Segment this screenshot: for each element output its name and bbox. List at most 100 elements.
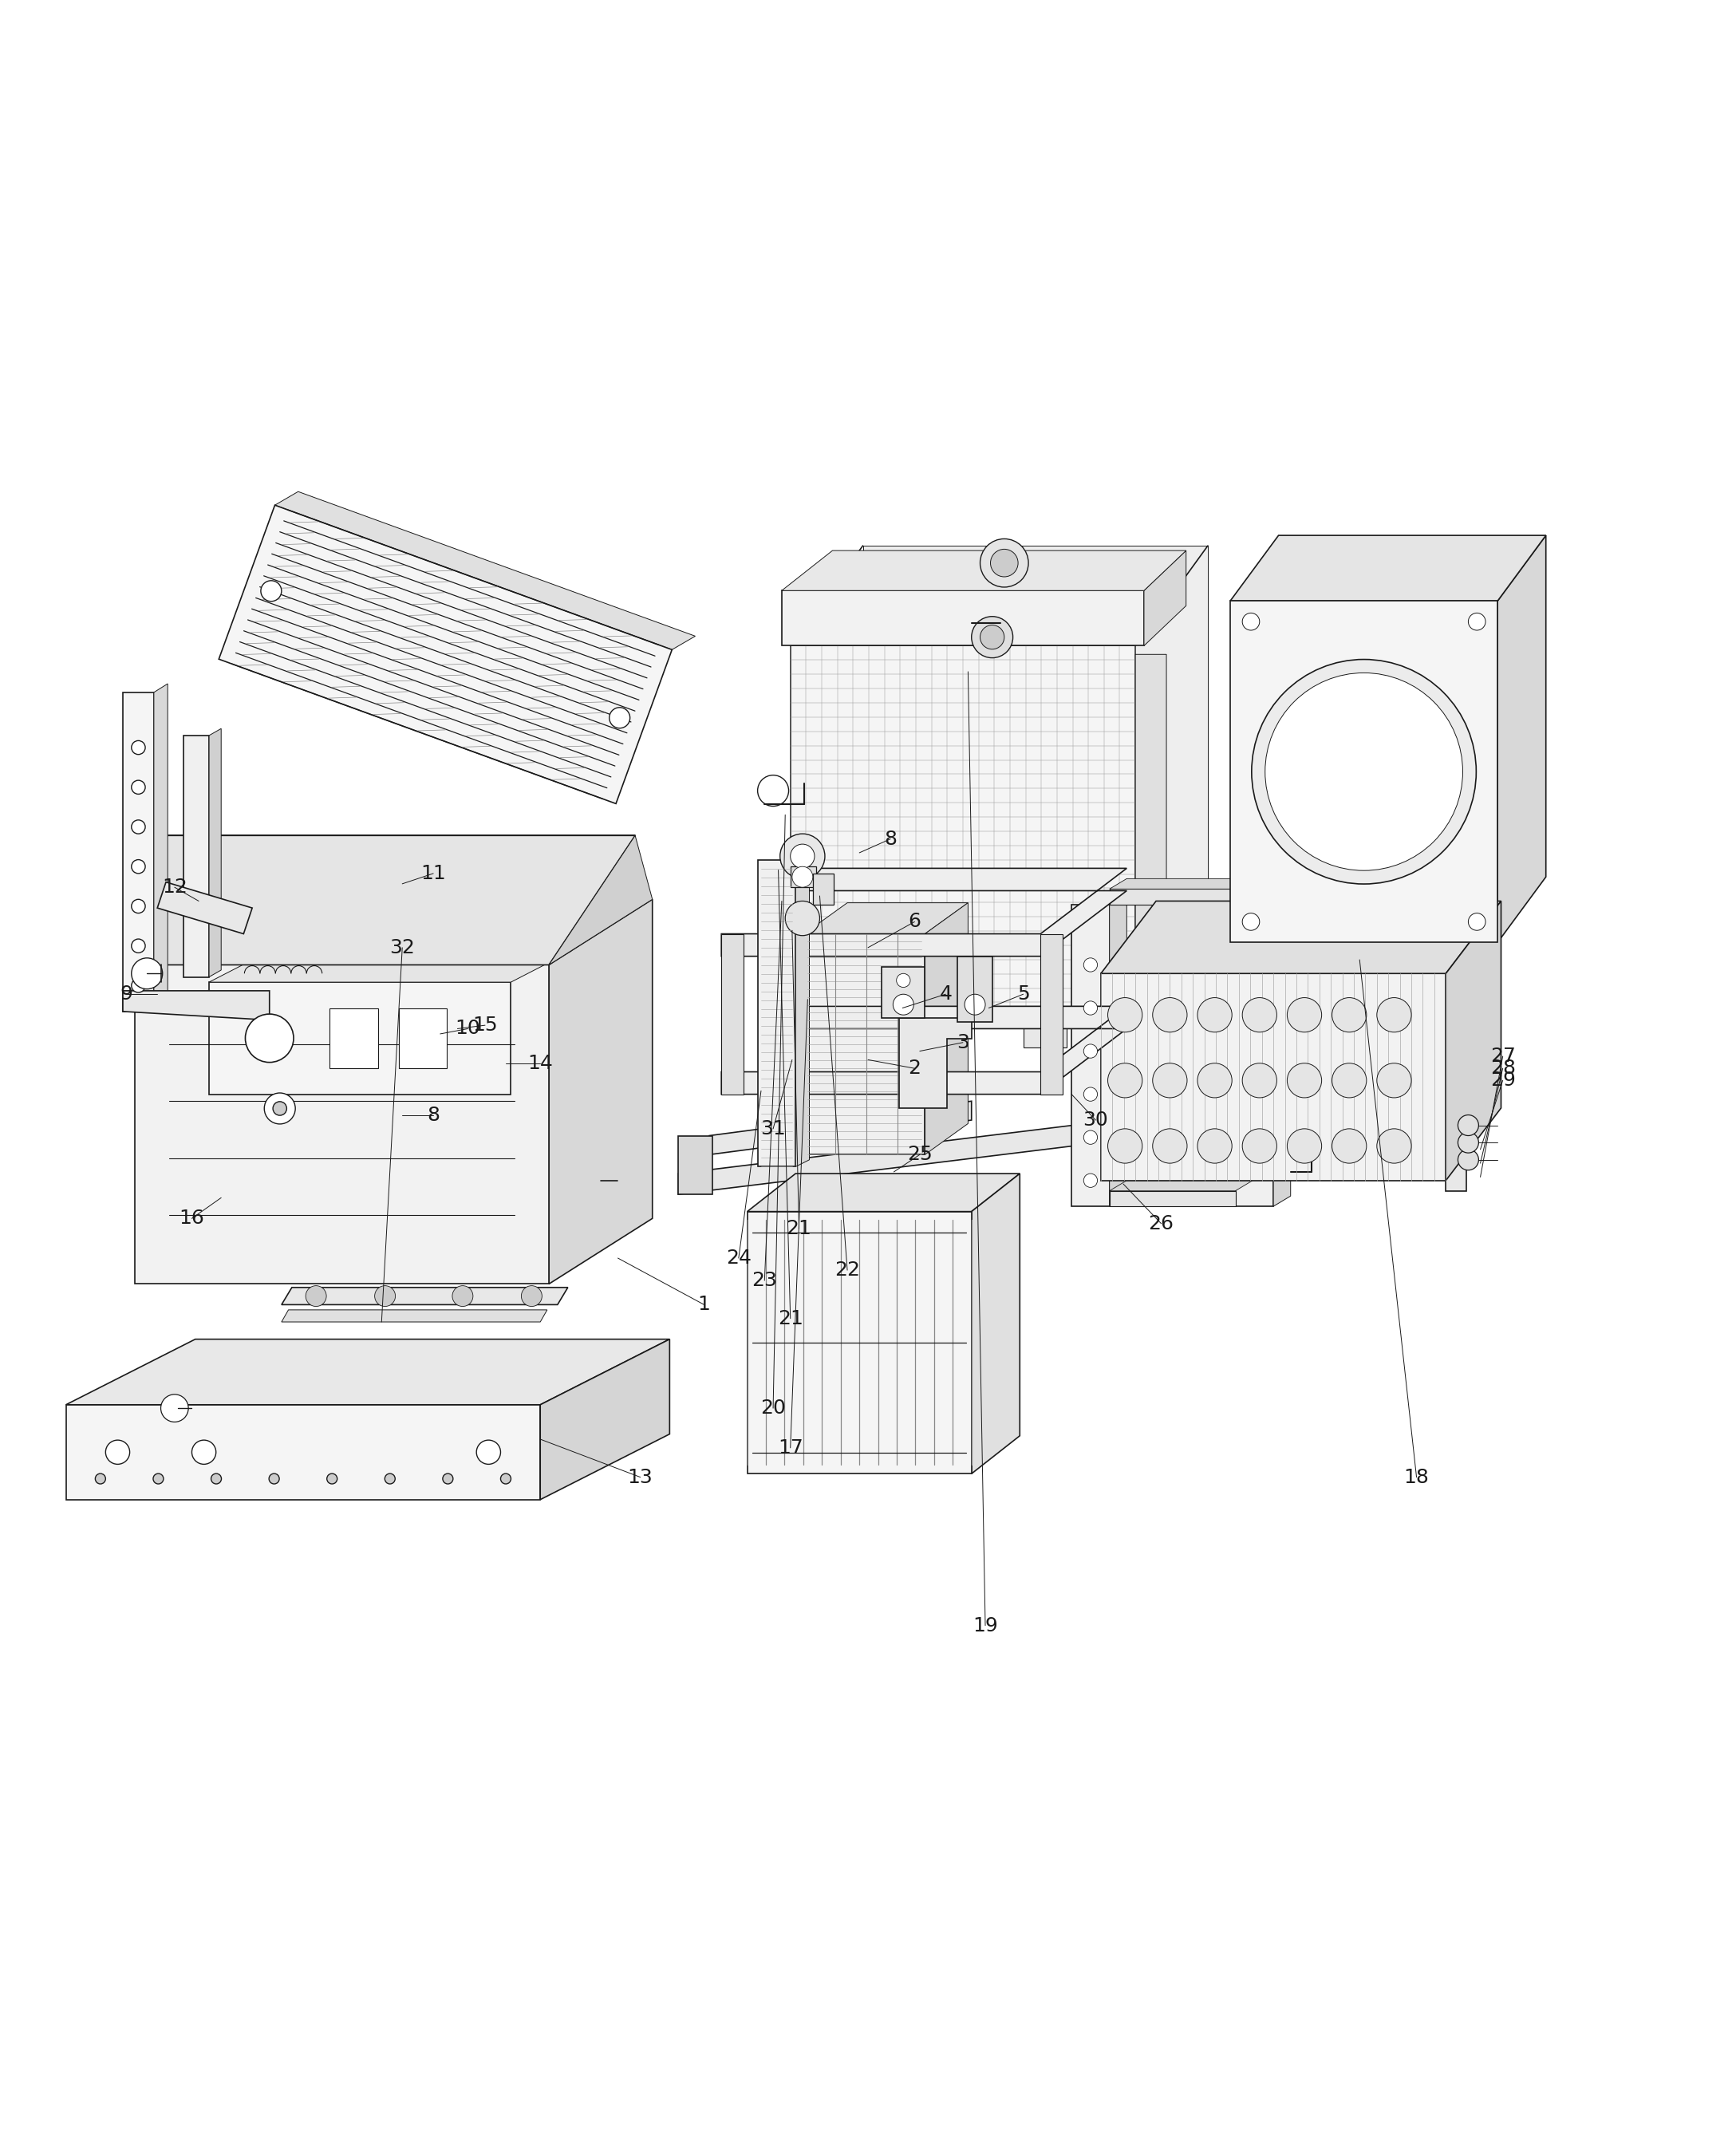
Polygon shape [722, 935, 743, 1094]
Text: 16: 16 [179, 1208, 205, 1228]
Circle shape [1083, 1131, 1097, 1144]
Circle shape [972, 616, 1012, 657]
Circle shape [443, 1473, 453, 1484]
Circle shape [264, 1092, 295, 1124]
Text: 20: 20 [760, 1398, 786, 1417]
Circle shape [1243, 614, 1260, 631]
Circle shape [1377, 1064, 1411, 1099]
Circle shape [1083, 1174, 1097, 1187]
Text: 32: 32 [389, 937, 415, 956]
Polygon shape [746, 1211, 972, 1473]
Circle shape [1286, 997, 1321, 1032]
Circle shape [896, 974, 910, 987]
Text: 30: 30 [1083, 1111, 1108, 1129]
Circle shape [521, 1286, 542, 1307]
Polygon shape [1498, 536, 1545, 943]
Polygon shape [911, 1017, 955, 1047]
Circle shape [981, 625, 1003, 648]
Polygon shape [330, 1008, 378, 1068]
Circle shape [757, 775, 788, 806]
Circle shape [1377, 997, 1411, 1032]
Circle shape [785, 900, 819, 935]
Circle shape [132, 741, 146, 754]
Circle shape [1332, 997, 1366, 1032]
Polygon shape [540, 1340, 670, 1499]
Circle shape [965, 995, 986, 1015]
Circle shape [193, 1441, 215, 1465]
Circle shape [1243, 997, 1276, 1032]
Circle shape [1198, 997, 1233, 1032]
Text: 18: 18 [1404, 1467, 1429, 1486]
Polygon shape [679, 1122, 1101, 1193]
Polygon shape [722, 868, 1127, 956]
Polygon shape [722, 1006, 1127, 1094]
Circle shape [1458, 1133, 1479, 1152]
Polygon shape [1109, 894, 1127, 1206]
Polygon shape [863, 545, 1208, 918]
Circle shape [1243, 1129, 1276, 1163]
Polygon shape [1109, 1180, 1253, 1191]
Circle shape [1083, 1088, 1097, 1101]
Circle shape [1252, 659, 1476, 883]
Polygon shape [135, 836, 635, 965]
Polygon shape [1144, 551, 1186, 646]
Polygon shape [274, 491, 694, 651]
Text: 21: 21 [778, 1310, 804, 1329]
Text: 26: 26 [1149, 1215, 1174, 1234]
Text: 17: 17 [778, 1439, 804, 1458]
Circle shape [385, 1473, 396, 1484]
Circle shape [500, 1473, 510, 1484]
Text: 10: 10 [455, 1019, 481, 1038]
Circle shape [132, 959, 163, 989]
Polygon shape [1109, 1055, 1236, 1071]
Circle shape [161, 1394, 189, 1422]
Polygon shape [679, 1135, 713, 1193]
Polygon shape [135, 965, 549, 1284]
Polygon shape [1274, 894, 1290, 1206]
Circle shape [1153, 1129, 1187, 1163]
Circle shape [273, 1101, 286, 1116]
Polygon shape [66, 1404, 540, 1499]
Circle shape [1266, 672, 1463, 870]
Polygon shape [1023, 1017, 1066, 1047]
Circle shape [779, 834, 825, 879]
Polygon shape [1135, 655, 1167, 1008]
Circle shape [1243, 1064, 1276, 1099]
Text: 27: 27 [1489, 1047, 1516, 1066]
Text: 4: 4 [939, 984, 951, 1004]
Polygon shape [208, 982, 510, 1094]
Polygon shape [1109, 1045, 1253, 1055]
Polygon shape [1231, 601, 1498, 943]
Circle shape [1198, 1129, 1233, 1163]
Text: 21: 21 [786, 1219, 812, 1239]
Polygon shape [710, 1101, 972, 1155]
Circle shape [260, 582, 281, 601]
Circle shape [1286, 1129, 1321, 1163]
Polygon shape [66, 1340, 670, 1404]
Polygon shape [123, 691, 155, 1012]
Text: 6: 6 [908, 911, 922, 931]
Text: 2: 2 [908, 1060, 922, 1077]
Polygon shape [1092, 1017, 1135, 1047]
Polygon shape [804, 903, 969, 935]
Polygon shape [899, 1019, 972, 1107]
Polygon shape [158, 883, 252, 935]
Text: 9: 9 [120, 984, 132, 1004]
Polygon shape [1101, 900, 1502, 974]
Circle shape [245, 1015, 293, 1062]
Circle shape [95, 1473, 106, 1484]
Circle shape [476, 1441, 500, 1465]
Circle shape [1469, 614, 1486, 631]
Text: 11: 11 [420, 864, 446, 883]
Polygon shape [1231, 536, 1545, 601]
Circle shape [1108, 1064, 1142, 1099]
Text: 8: 8 [884, 829, 898, 849]
Polygon shape [790, 646, 1135, 1017]
Text: 12: 12 [161, 877, 187, 896]
Polygon shape [781, 551, 1186, 590]
Circle shape [1198, 1064, 1233, 1099]
Polygon shape [281, 1310, 547, 1323]
Polygon shape [757, 859, 795, 1167]
Text: 23: 23 [752, 1271, 778, 1290]
Polygon shape [184, 735, 208, 978]
